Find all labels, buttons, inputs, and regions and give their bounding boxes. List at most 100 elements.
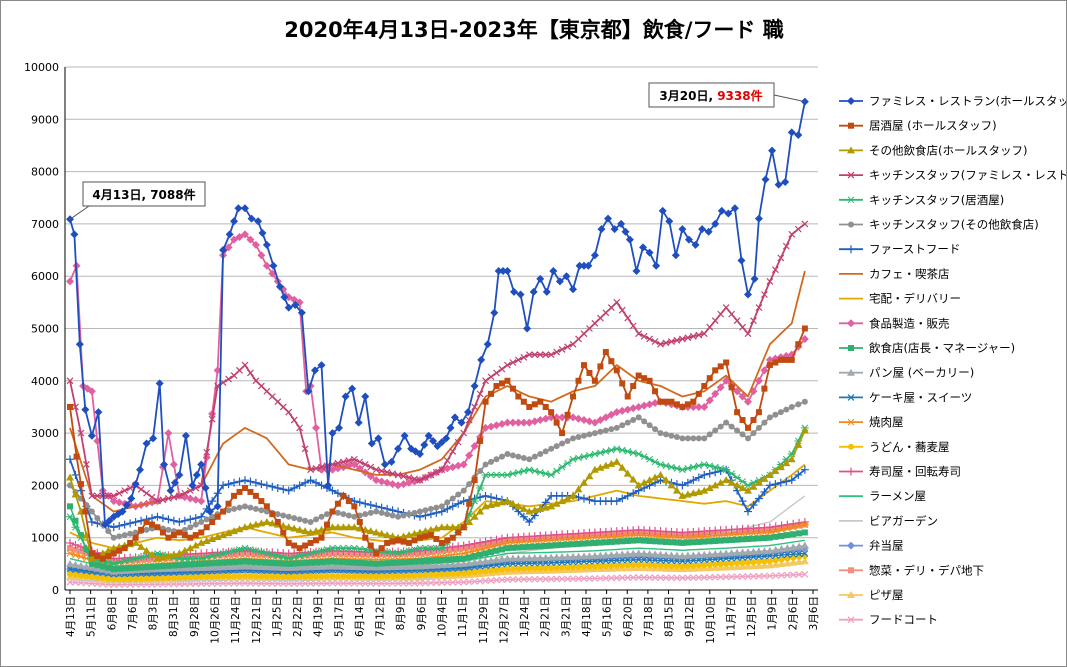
data-point (515, 544, 522, 551)
legend-swatch-marker (848, 567, 854, 574)
data-point (307, 580, 315, 587)
data-point (737, 256, 746, 265)
data-point (635, 414, 642, 421)
data-point (744, 507, 753, 516)
data-point (558, 497, 567, 505)
data-point (149, 563, 156, 570)
data-point (630, 417, 637, 424)
data-point (788, 356, 795, 363)
data-point (166, 486, 175, 495)
data-point (175, 470, 184, 479)
data-point (116, 565, 123, 572)
data-point (652, 562, 659, 569)
data-point (493, 547, 500, 554)
data-point (794, 225, 802, 233)
data-point (503, 418, 512, 427)
data-point (329, 579, 336, 587)
data-point (209, 519, 216, 526)
data-point (795, 522, 804, 530)
data-point (488, 549, 495, 556)
data-point (629, 404, 638, 413)
data-point (547, 502, 556, 510)
data-point (410, 562, 419, 570)
data-point (765, 523, 774, 532)
data-point (181, 526, 188, 533)
data-point (88, 560, 95, 567)
data-point (351, 573, 358, 580)
data-point (457, 418, 466, 427)
data-point (618, 494, 627, 503)
data-point (230, 579, 238, 587)
series-group (67, 503, 808, 573)
data-point (208, 497, 217, 506)
data-point (203, 516, 210, 523)
data-point (394, 562, 403, 570)
y-tick-label: 4000 (31, 375, 59, 388)
data-point (662, 431, 669, 438)
data-point (744, 562, 753, 570)
data-point (384, 560, 391, 567)
legend-item: ラーメン屋 (839, 489, 926, 503)
data-point (580, 362, 587, 369)
data-point (416, 476, 424, 484)
data-point (730, 204, 739, 213)
data-point (465, 548, 474, 556)
data-point (498, 566, 505, 573)
data-point (597, 225, 606, 234)
data-point (143, 519, 150, 526)
data-point (257, 251, 266, 260)
data-point (120, 557, 129, 565)
data-point (542, 287, 551, 296)
data-point (519, 418, 528, 427)
data-point (579, 453, 588, 460)
data-point (640, 401, 649, 410)
data-point (432, 468, 440, 476)
data-point (291, 515, 298, 522)
data-point (416, 534, 423, 541)
data-point (525, 466, 534, 474)
data-point (800, 465, 809, 474)
data-point (597, 363, 604, 370)
data-point (100, 520, 109, 529)
data-point (362, 511, 369, 518)
data-point (499, 266, 508, 275)
data-point (553, 559, 561, 567)
data-point (497, 555, 506, 563)
data-point (154, 524, 161, 531)
data-point (711, 389, 720, 398)
data-point (657, 430, 664, 437)
data-point (329, 572, 336, 579)
data-point (575, 261, 584, 270)
data-point (421, 474, 429, 481)
data-point (612, 550, 621, 558)
data-point (240, 204, 249, 213)
data-point (476, 538, 485, 547)
data-point (641, 562, 648, 569)
data-point (471, 569, 478, 576)
data-point (711, 468, 720, 477)
data-point (122, 501, 131, 510)
data-point (442, 434, 451, 443)
y-tick-label: 6000 (31, 270, 59, 283)
data-point (662, 398, 669, 405)
data-point (476, 390, 484, 398)
data-point (619, 562, 626, 569)
data-point (241, 572, 248, 579)
data-point (268, 393, 276, 400)
data-point (787, 455, 796, 463)
data-point (760, 366, 769, 375)
data-point (367, 463, 375, 471)
legend-item: キッチンスタッフ(ファミレス・レストラン) (839, 168, 1066, 182)
legend-swatch-marker (847, 591, 855, 598)
data-point (563, 459, 572, 467)
data-point (231, 492, 238, 499)
data-point (481, 557, 490, 565)
data-point (104, 546, 113, 554)
data-point (208, 552, 217, 560)
legend-label: ケーキ屋・スイーツ (869, 390, 972, 404)
data-point (705, 396, 714, 405)
data-point (258, 559, 265, 566)
legend-item: 寿司屋・回転寿司 (839, 465, 961, 479)
data-point (394, 550, 403, 557)
